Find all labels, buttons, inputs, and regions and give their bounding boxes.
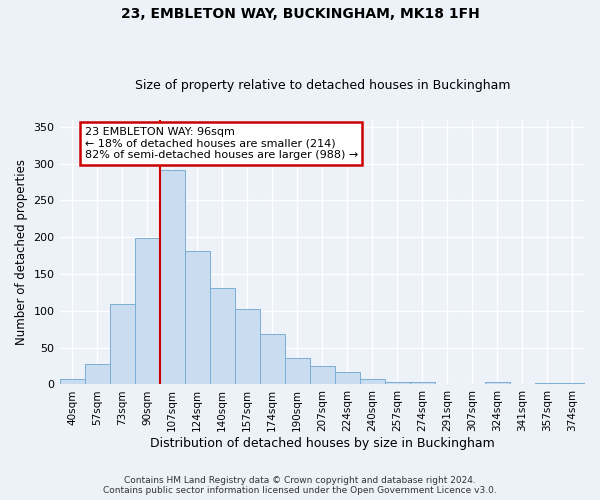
Bar xyxy=(535,383,560,384)
Title: Size of property relative to detached houses in Buckingham: Size of property relative to detached ho… xyxy=(134,79,510,92)
Bar xyxy=(560,383,585,384)
Bar xyxy=(110,304,134,384)
Text: 23 EMBLETON WAY: 96sqm
← 18% of detached houses are smaller (214)
82% of semi-de: 23 EMBLETON WAY: 96sqm ← 18% of detached… xyxy=(85,127,358,160)
Bar xyxy=(260,334,285,384)
Bar xyxy=(209,288,235,384)
X-axis label: Distribution of detached houses by size in Buckingham: Distribution of detached houses by size … xyxy=(150,437,494,450)
Bar xyxy=(185,252,209,384)
Y-axis label: Number of detached properties: Number of detached properties xyxy=(15,159,28,345)
Bar xyxy=(134,238,160,384)
Text: Contains HM Land Registry data © Crown copyright and database right 2024.
Contai: Contains HM Land Registry data © Crown c… xyxy=(103,476,497,495)
Bar xyxy=(235,308,260,384)
Bar xyxy=(59,380,85,384)
Bar xyxy=(285,358,310,384)
Bar xyxy=(160,170,185,384)
Bar xyxy=(310,366,335,384)
Bar xyxy=(85,364,110,384)
Bar xyxy=(335,372,360,384)
Bar xyxy=(410,382,435,384)
Bar xyxy=(385,382,410,384)
Text: 23, EMBLETON WAY, BUCKINGHAM, MK18 1FH: 23, EMBLETON WAY, BUCKINGHAM, MK18 1FH xyxy=(121,8,479,22)
Bar xyxy=(485,382,510,384)
Bar xyxy=(360,378,385,384)
